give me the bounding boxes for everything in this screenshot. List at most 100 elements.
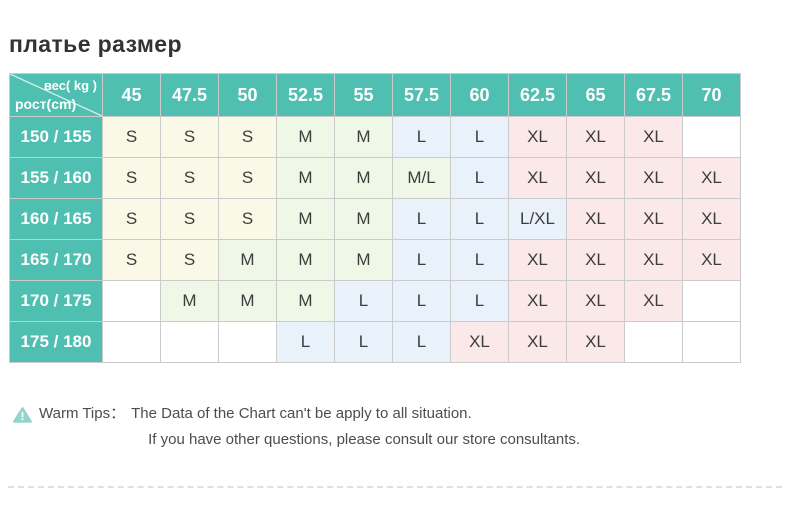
empty-cell (218, 321, 277, 363)
size-cell: L (450, 239, 509, 281)
size-cell: S (218, 157, 277, 199)
size-cell: M (160, 280, 219, 322)
size-cell: XL (450, 321, 509, 363)
size-cell: XL (624, 116, 683, 158)
height-header-cell: 150 / 155 (9, 116, 103, 158)
size-cell: L (334, 321, 393, 363)
height-unit-label: рост(cm) (15, 96, 77, 112)
size-cell: L (392, 198, 451, 240)
size-cell: M (334, 157, 393, 199)
size-cell: S (218, 116, 277, 158)
size-cell: L (392, 280, 451, 322)
dashed-divider (8, 486, 782, 488)
size-cell: M (276, 157, 335, 199)
size-table-body: 150 / 155 S S S M M L L XL XL XL 155 / 160 S S S M M M/L L… (9, 116, 741, 363)
size-cell: L (450, 116, 509, 158)
size-cell: XL (566, 157, 625, 199)
size-cell: M (218, 239, 277, 281)
size-cell: S (160, 198, 219, 240)
page-title: платье размер (9, 31, 182, 57)
table-corner-cell: вес( kg ) рост(cm) (9, 73, 103, 117)
size-cell: L (450, 198, 509, 240)
weight-header-row: вес( kg ) рост(cm) 45 47.5 50 52.5 55 57.5 60 6… (9, 73, 741, 117)
size-cell: XL (624, 280, 683, 322)
weight-header-cell: 52.5 (276, 73, 335, 117)
weight-unit-label: вес( kg ) (43, 78, 97, 93)
size-cell: XL (508, 239, 567, 281)
size-cell: XL (682, 157, 741, 199)
size-cell: L (450, 280, 509, 322)
size-cell: L (392, 321, 451, 363)
size-cell: L (392, 116, 451, 158)
weight-header-cell: 50 (218, 73, 277, 117)
size-cell: M (334, 239, 393, 281)
empty-cell (682, 280, 741, 322)
size-cell: L (450, 157, 509, 199)
size-table-row: 155 / 160 S S S M M M/L L XL XL XL XL (9, 157, 741, 199)
empty-cell (160, 321, 219, 363)
size-cell: XL (508, 321, 567, 363)
size-cell: XL (566, 280, 625, 322)
empty-cell (624, 321, 683, 363)
weight-header-cell: 47.5 (160, 73, 219, 117)
size-cell: M (334, 198, 393, 240)
size-table-row: 165 / 170 S S M M M L L XL XL XL XL (9, 239, 741, 281)
size-cell: L (392, 239, 451, 281)
size-cell: XL (624, 239, 683, 281)
weight-header-cell: 57.5 (392, 73, 451, 117)
weight-header-cell: 55 (334, 73, 393, 117)
weight-header-cell: 60 (450, 73, 509, 117)
size-cell: XL (624, 198, 683, 240)
empty-cell (682, 116, 741, 158)
size-cell: XL (508, 116, 567, 158)
size-cell: M (334, 116, 393, 158)
size-cell: XL (508, 280, 567, 322)
weight-header-cell: 67.5 (624, 73, 683, 117)
weight-header-cell: 70 (682, 73, 741, 117)
size-cell: M (276, 239, 335, 281)
size-cell: L (276, 321, 335, 363)
size-cell: XL (566, 239, 625, 281)
empty-cell (102, 321, 161, 363)
weight-header-cell: 62.5 (508, 73, 567, 117)
size-cell: M (276, 198, 335, 240)
size-cell: XL (682, 198, 741, 240)
warm-tips-label: Warm Tips： (39, 405, 126, 422)
height-header-cell: 170 / 175 (9, 280, 103, 322)
diagonal-divider-line (10, 74, 102, 116)
warm-tips-line-1: The Data of the Chart can't be apply to … (131, 405, 472, 422)
size-cell: S (102, 239, 161, 281)
height-header-cell: 160 / 165 (9, 198, 103, 240)
size-cell: S (102, 116, 161, 158)
height-header-cell: 155 / 160 (9, 157, 103, 199)
empty-cell (102, 280, 161, 322)
empty-cell (682, 321, 741, 363)
size-cell: M/L (392, 157, 451, 199)
size-cell: XL (566, 198, 625, 240)
size-table-row: 160 / 165 S S S M M L L L/XL XL XL XL (9, 198, 741, 240)
size-cell: S (218, 198, 277, 240)
size-cell: S (160, 239, 219, 281)
size-cell: S (160, 157, 219, 199)
weight-header-cell: 65 (566, 73, 625, 117)
size-cell: L/XL (508, 198, 567, 240)
size-chart-table: вес( kg ) рост(cm) 45 47.5 50 52.5 55 57.5 60 6… (9, 73, 741, 363)
size-table-row: 170 / 175 M M M L L L XL XL XL (9, 280, 741, 322)
warm-tips-text: The Data of the Chart can't be apply to … (131, 401, 580, 453)
size-cell: XL (566, 321, 625, 363)
size-cell: XL (508, 157, 567, 199)
size-cell: XL (682, 239, 741, 281)
size-table-row: 175 / 180 L L L XL XL XL (9, 321, 741, 363)
size-cell: S (102, 198, 161, 240)
size-cell: L (334, 280, 393, 322)
size-cell: M (276, 116, 335, 158)
height-header-cell: 175 / 180 (9, 321, 103, 363)
warm-tips-line-2: If you have other questions, please cons… (148, 431, 581, 448)
height-header-cell: 165 / 170 (9, 239, 103, 281)
size-cell: S (160, 116, 219, 158)
size-cell: XL (566, 116, 625, 158)
warm-tips: Warm Tips： The Data of the Chart can't b… (13, 401, 580, 453)
warning-triangle-icon (13, 407, 32, 423)
size-cell: XL (624, 157, 683, 199)
weight-header-cell: 45 (102, 73, 161, 117)
